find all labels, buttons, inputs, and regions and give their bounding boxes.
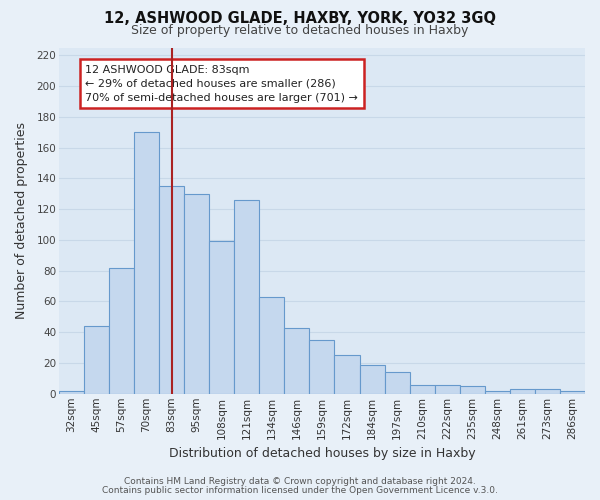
- Text: Size of property relative to detached houses in Haxby: Size of property relative to detached ho…: [131, 24, 469, 37]
- Bar: [259, 297, 284, 394]
- Bar: [359, 364, 385, 394]
- Bar: [385, 372, 410, 394]
- Text: Contains public sector information licensed under the Open Government Licence v.: Contains public sector information licen…: [102, 486, 498, 495]
- Bar: [485, 390, 510, 394]
- Bar: [134, 132, 159, 394]
- Bar: [434, 384, 460, 394]
- Text: 12, ASHWOOD GLADE, HAXBY, YORK, YO32 3GQ: 12, ASHWOOD GLADE, HAXBY, YORK, YO32 3GQ: [104, 11, 496, 26]
- Bar: [560, 390, 585, 394]
- Bar: [209, 242, 234, 394]
- Bar: [59, 390, 84, 394]
- X-axis label: Distribution of detached houses by size in Haxby: Distribution of detached houses by size …: [169, 447, 475, 460]
- Bar: [159, 186, 184, 394]
- Bar: [284, 328, 310, 394]
- Text: 12 ASHWOOD GLADE: 83sqm
← 29% of detached houses are smaller (286)
70% of semi-d: 12 ASHWOOD GLADE: 83sqm ← 29% of detache…: [85, 65, 358, 103]
- Bar: [334, 356, 359, 394]
- Bar: [410, 384, 434, 394]
- Text: Contains HM Land Registry data © Crown copyright and database right 2024.: Contains HM Land Registry data © Crown c…: [124, 477, 476, 486]
- Bar: [234, 200, 259, 394]
- Bar: [84, 326, 109, 394]
- Bar: [535, 389, 560, 394]
- Bar: [460, 386, 485, 394]
- Y-axis label: Number of detached properties: Number of detached properties: [15, 122, 28, 319]
- Bar: [109, 268, 134, 394]
- Bar: [184, 194, 209, 394]
- Bar: [510, 389, 535, 394]
- Bar: [310, 340, 334, 394]
